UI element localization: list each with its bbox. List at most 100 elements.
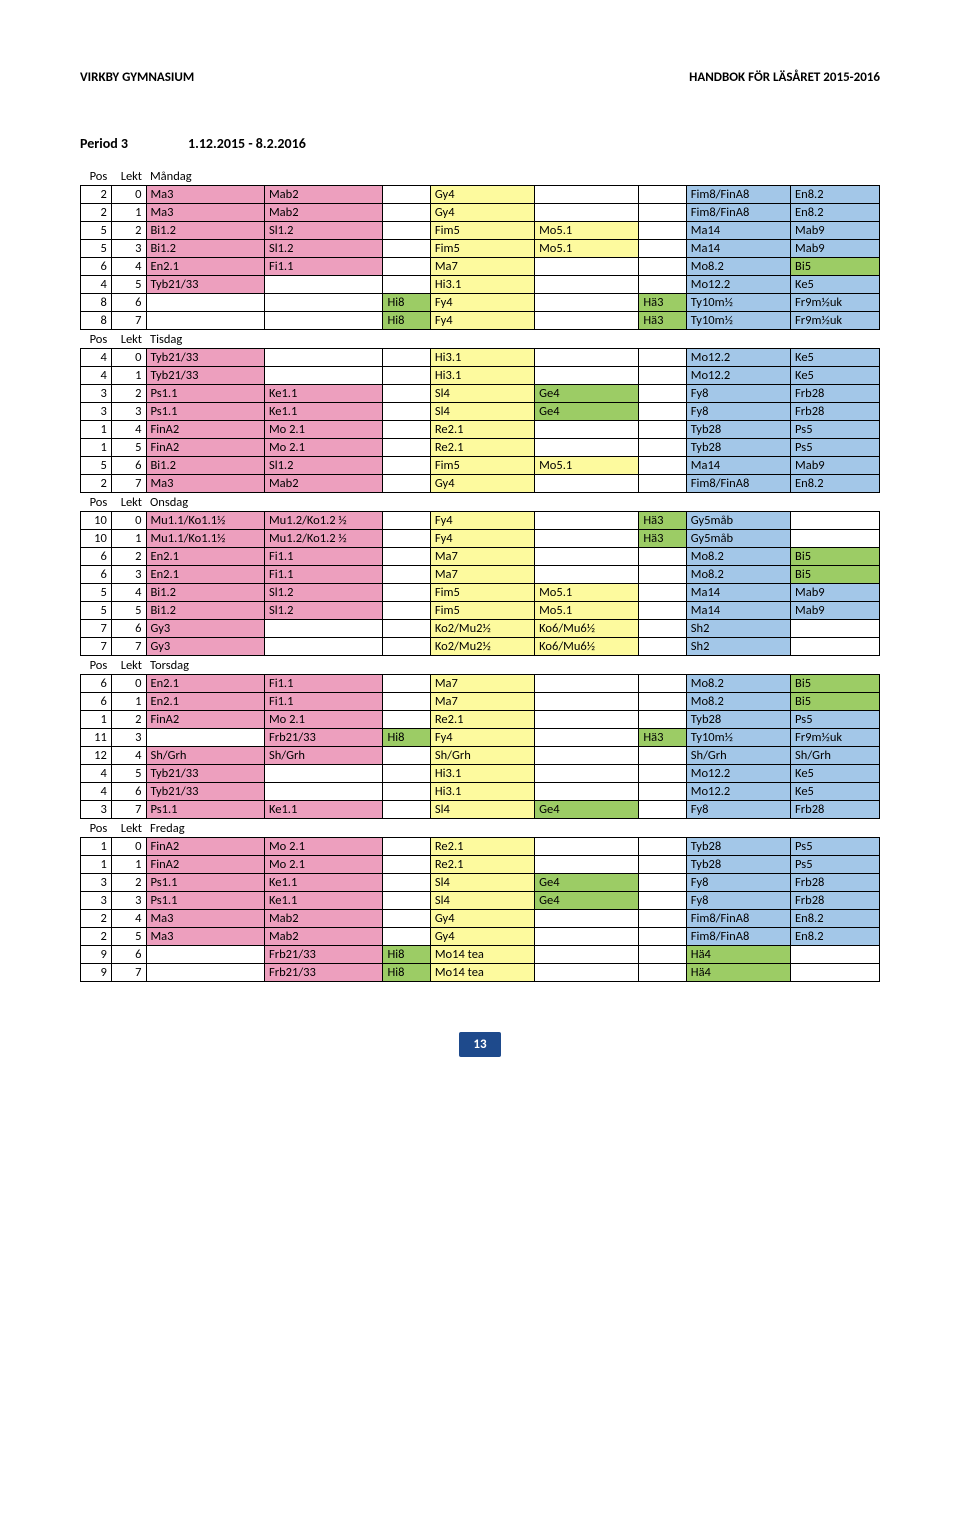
- course-cell: Ke1.1: [264, 403, 382, 421]
- schedule-row: 55Bi1.2Sl1.2Fim5Mo5.1Ma14Mab9: [81, 602, 880, 620]
- course-cell: [639, 856, 686, 874]
- pos-cell: 2: [81, 910, 112, 928]
- course-cell: [264, 312, 382, 330]
- schedule-row: 11FinA2Mo 2.1Re2.1Tyb28Ps5: [81, 856, 880, 874]
- course-cell: Mab2: [264, 475, 382, 493]
- course-cell: Re2.1: [430, 711, 534, 729]
- course-cell: [264, 367, 382, 385]
- course-cell: Ty10m½: [686, 729, 790, 747]
- lekt-cell: 5: [111, 928, 146, 946]
- pos-cell: 11: [81, 729, 112, 747]
- lekt-cell: 0: [111, 838, 146, 856]
- course-cell: [383, 186, 430, 204]
- course-cell: Ma7: [430, 548, 534, 566]
- lekt-cell: 7: [111, 638, 146, 656]
- footer: 13: [80, 1032, 880, 1057]
- lekt-label: Lekt: [111, 493, 146, 512]
- course-cell: Mo12.2: [686, 783, 790, 801]
- lekt-cell: 5: [111, 765, 146, 783]
- pos-cell: 5: [81, 584, 112, 602]
- course-cell: [639, 765, 686, 783]
- course-cell: [535, 747, 639, 765]
- lekt-label: Lekt: [111, 656, 146, 675]
- pos-cell: 10: [81, 530, 112, 548]
- course-cell: Fr9m½uk: [791, 294, 880, 312]
- course-cell: Bi5: [791, 675, 880, 693]
- course-cell: Hi8: [383, 312, 430, 330]
- course-cell: En8.2: [791, 204, 880, 222]
- schedule-row: 101Mu1.1/Ko1.1½Mu1.2/Ko1.2 ½Fy4Hä3Gy5måb: [81, 530, 880, 548]
- course-cell: [639, 186, 686, 204]
- lekt-cell: 4: [111, 421, 146, 439]
- day-header-row: PosLektFredag: [81, 819, 880, 838]
- course-cell: [639, 349, 686, 367]
- course-cell: Ps5: [791, 711, 880, 729]
- day-name: Måndag: [146, 167, 880, 186]
- course-cell: [639, 548, 686, 566]
- pos-cell: 8: [81, 294, 112, 312]
- course-cell: [383, 693, 430, 711]
- course-cell: Sl4: [430, 403, 534, 421]
- course-cell: [535, 548, 639, 566]
- course-cell: Ps5: [791, 838, 880, 856]
- course-cell: Hi3.1: [430, 765, 534, 783]
- course-cell: [535, 421, 639, 439]
- course-cell: Fy4: [430, 512, 534, 530]
- schedule-row: 25Ma3Mab2Gy4Fim8/FinA8En8.2: [81, 928, 880, 946]
- course-cell: [535, 186, 639, 204]
- course-cell: Ty10m½: [686, 312, 790, 330]
- lekt-cell: 6: [111, 946, 146, 964]
- course-cell: Mab2: [264, 928, 382, 946]
- pos-label: Pos: [81, 330, 112, 349]
- pos-cell: 5: [81, 602, 112, 620]
- course-cell: Ps1.1: [146, 385, 264, 403]
- lekt-cell: 7: [111, 801, 146, 819]
- course-cell: [535, 765, 639, 783]
- course-cell: Mo5.1: [535, 240, 639, 258]
- course-cell: Sl4: [430, 801, 534, 819]
- pos-cell: 3: [81, 874, 112, 892]
- pos-cell: 3: [81, 892, 112, 910]
- course-cell: Ma14: [686, 584, 790, 602]
- schedule-row: 87Hi8Fy4Hä3Ty10m½Fr9m½uk: [81, 312, 880, 330]
- course-cell: [639, 222, 686, 240]
- course-cell: Ps5: [791, 439, 880, 457]
- course-cell: Fim8/FinA8: [686, 910, 790, 928]
- lekt-cell: 2: [111, 385, 146, 403]
- course-cell: Ko2/Mu2½: [430, 638, 534, 656]
- course-cell: Gy4: [430, 910, 534, 928]
- course-cell: [383, 765, 430, 783]
- course-cell: Sh2: [686, 620, 790, 638]
- course-cell: Ke5: [791, 765, 880, 783]
- day-header-row: PosLektTorsdag: [81, 656, 880, 675]
- course-cell: Fim8/FinA8: [686, 204, 790, 222]
- course-cell: Fr9m½uk: [791, 312, 880, 330]
- course-cell: Mab9: [791, 457, 880, 475]
- course-cell: [383, 910, 430, 928]
- course-cell: Hä3: [639, 312, 686, 330]
- course-cell: [639, 892, 686, 910]
- course-cell: Ps1.1: [146, 874, 264, 892]
- course-cell: Mo5.1: [535, 584, 639, 602]
- course-cell: [535, 530, 639, 548]
- course-cell: Fi1.1: [264, 675, 382, 693]
- course-cell: [383, 584, 430, 602]
- lekt-cell: 4: [111, 584, 146, 602]
- course-cell: Sl1.2: [264, 584, 382, 602]
- course-cell: Mo 2.1: [264, 711, 382, 729]
- course-cell: Ke5: [791, 276, 880, 294]
- course-cell: [791, 638, 880, 656]
- course-cell: Mo8.2: [686, 675, 790, 693]
- schedule-row: 53Bi1.2Sl1.2Fim5Mo5.1Ma14Mab9: [81, 240, 880, 258]
- course-cell: FinA2: [146, 439, 264, 457]
- schedule-row: 14FinA2Mo 2.1Re2.1Tyb28Ps5: [81, 421, 880, 439]
- course-cell: Sh2: [686, 638, 790, 656]
- course-cell: Fy8: [686, 874, 790, 892]
- course-cell: Bi1.2: [146, 222, 264, 240]
- pos-cell: 1: [81, 838, 112, 856]
- schedule-row: 45Tyb21/33Hi3.1Mo12.2Ke5: [81, 765, 880, 783]
- course-cell: Bi5: [791, 566, 880, 584]
- course-cell: Mo12.2: [686, 367, 790, 385]
- lekt-cell: 4: [111, 910, 146, 928]
- course-cell: [383, 367, 430, 385]
